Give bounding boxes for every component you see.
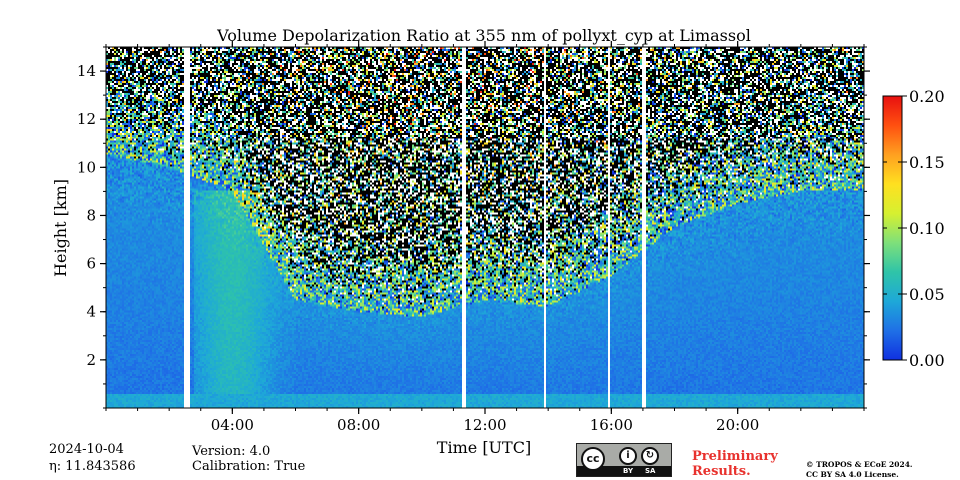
x-tick-label: 04:00 — [211, 416, 254, 434]
plot-area — [106, 47, 864, 408]
x-tick-label: 16:00 — [590, 416, 633, 434]
y-axis-label: Height [km] — [51, 179, 70, 277]
y-tick-label: 2 — [86, 351, 96, 369]
axes: 04:00 08:00 12:00 16:00 20:00 2 4 6 8 10 12 14 — [77, 41, 870, 434]
copyright-notice: © TROPOS & ECoE 2024. CC BY SA 4.0 Licen… — [806, 460, 913, 480]
colorbar: 0.00 0.05 0.10 0.15 0.20 — [882, 87, 945, 370]
y-tick-label: 4 — [86, 303, 96, 321]
preliminary-results-label: Preliminary Results. — [692, 449, 778, 479]
y-tick-label: 12 — [77, 110, 96, 128]
preliminary-line2: Results. — [692, 464, 751, 479]
colorbar-tick-label: 0.15 — [909, 153, 945, 172]
version-label: Version: 4.0 — [192, 444, 271, 459]
colorbar-tick-label: 0.05 — [909, 285, 945, 304]
colorbar-tick-label: 0.20 — [909, 87, 945, 106]
copyright-line1: © TROPOS & ECoE 2024. — [806, 460, 913, 469]
cc-license-badge: cc i ↻ BY SA — [576, 443, 672, 477]
colorbar-tick-label: 0.00 — [909, 351, 945, 370]
by-attribution-icon: i — [619, 447, 637, 465]
colorbar-tick-label: 0.10 — [909, 219, 945, 238]
preliminary-line1: Preliminary — [692, 449, 778, 464]
chart-title: Volume Depolarization Ratio at 355 nm of… — [216, 26, 751, 45]
heatmap-raster — [106, 47, 864, 408]
cc-icon: cc — [581, 447, 605, 471]
x-tick-label: 12:00 — [463, 416, 506, 434]
share-alike-icon: ↻ — [641, 447, 659, 465]
y-tick-label: 6 — [86, 255, 96, 273]
date-label: 2024-10-04 — [49, 442, 124, 457]
sa-label: SA — [645, 467, 656, 475]
x-tick-label: 08:00 — [337, 416, 380, 434]
copyright-line2: CC BY SA 4.0 License. — [806, 470, 899, 479]
by-label: BY — [623, 467, 634, 475]
y-tick-label: 14 — [77, 62, 96, 80]
y-tick-label: 10 — [77, 158, 96, 176]
y-tick-label: 8 — [86, 206, 96, 224]
x-axis-label: Time [UTC] — [437, 438, 531, 457]
x-tick-label: 20:00 — [716, 416, 759, 434]
eta-label: η: 11.843586 — [49, 459, 136, 474]
calibration-label: Calibration: True — [192, 459, 306, 474]
